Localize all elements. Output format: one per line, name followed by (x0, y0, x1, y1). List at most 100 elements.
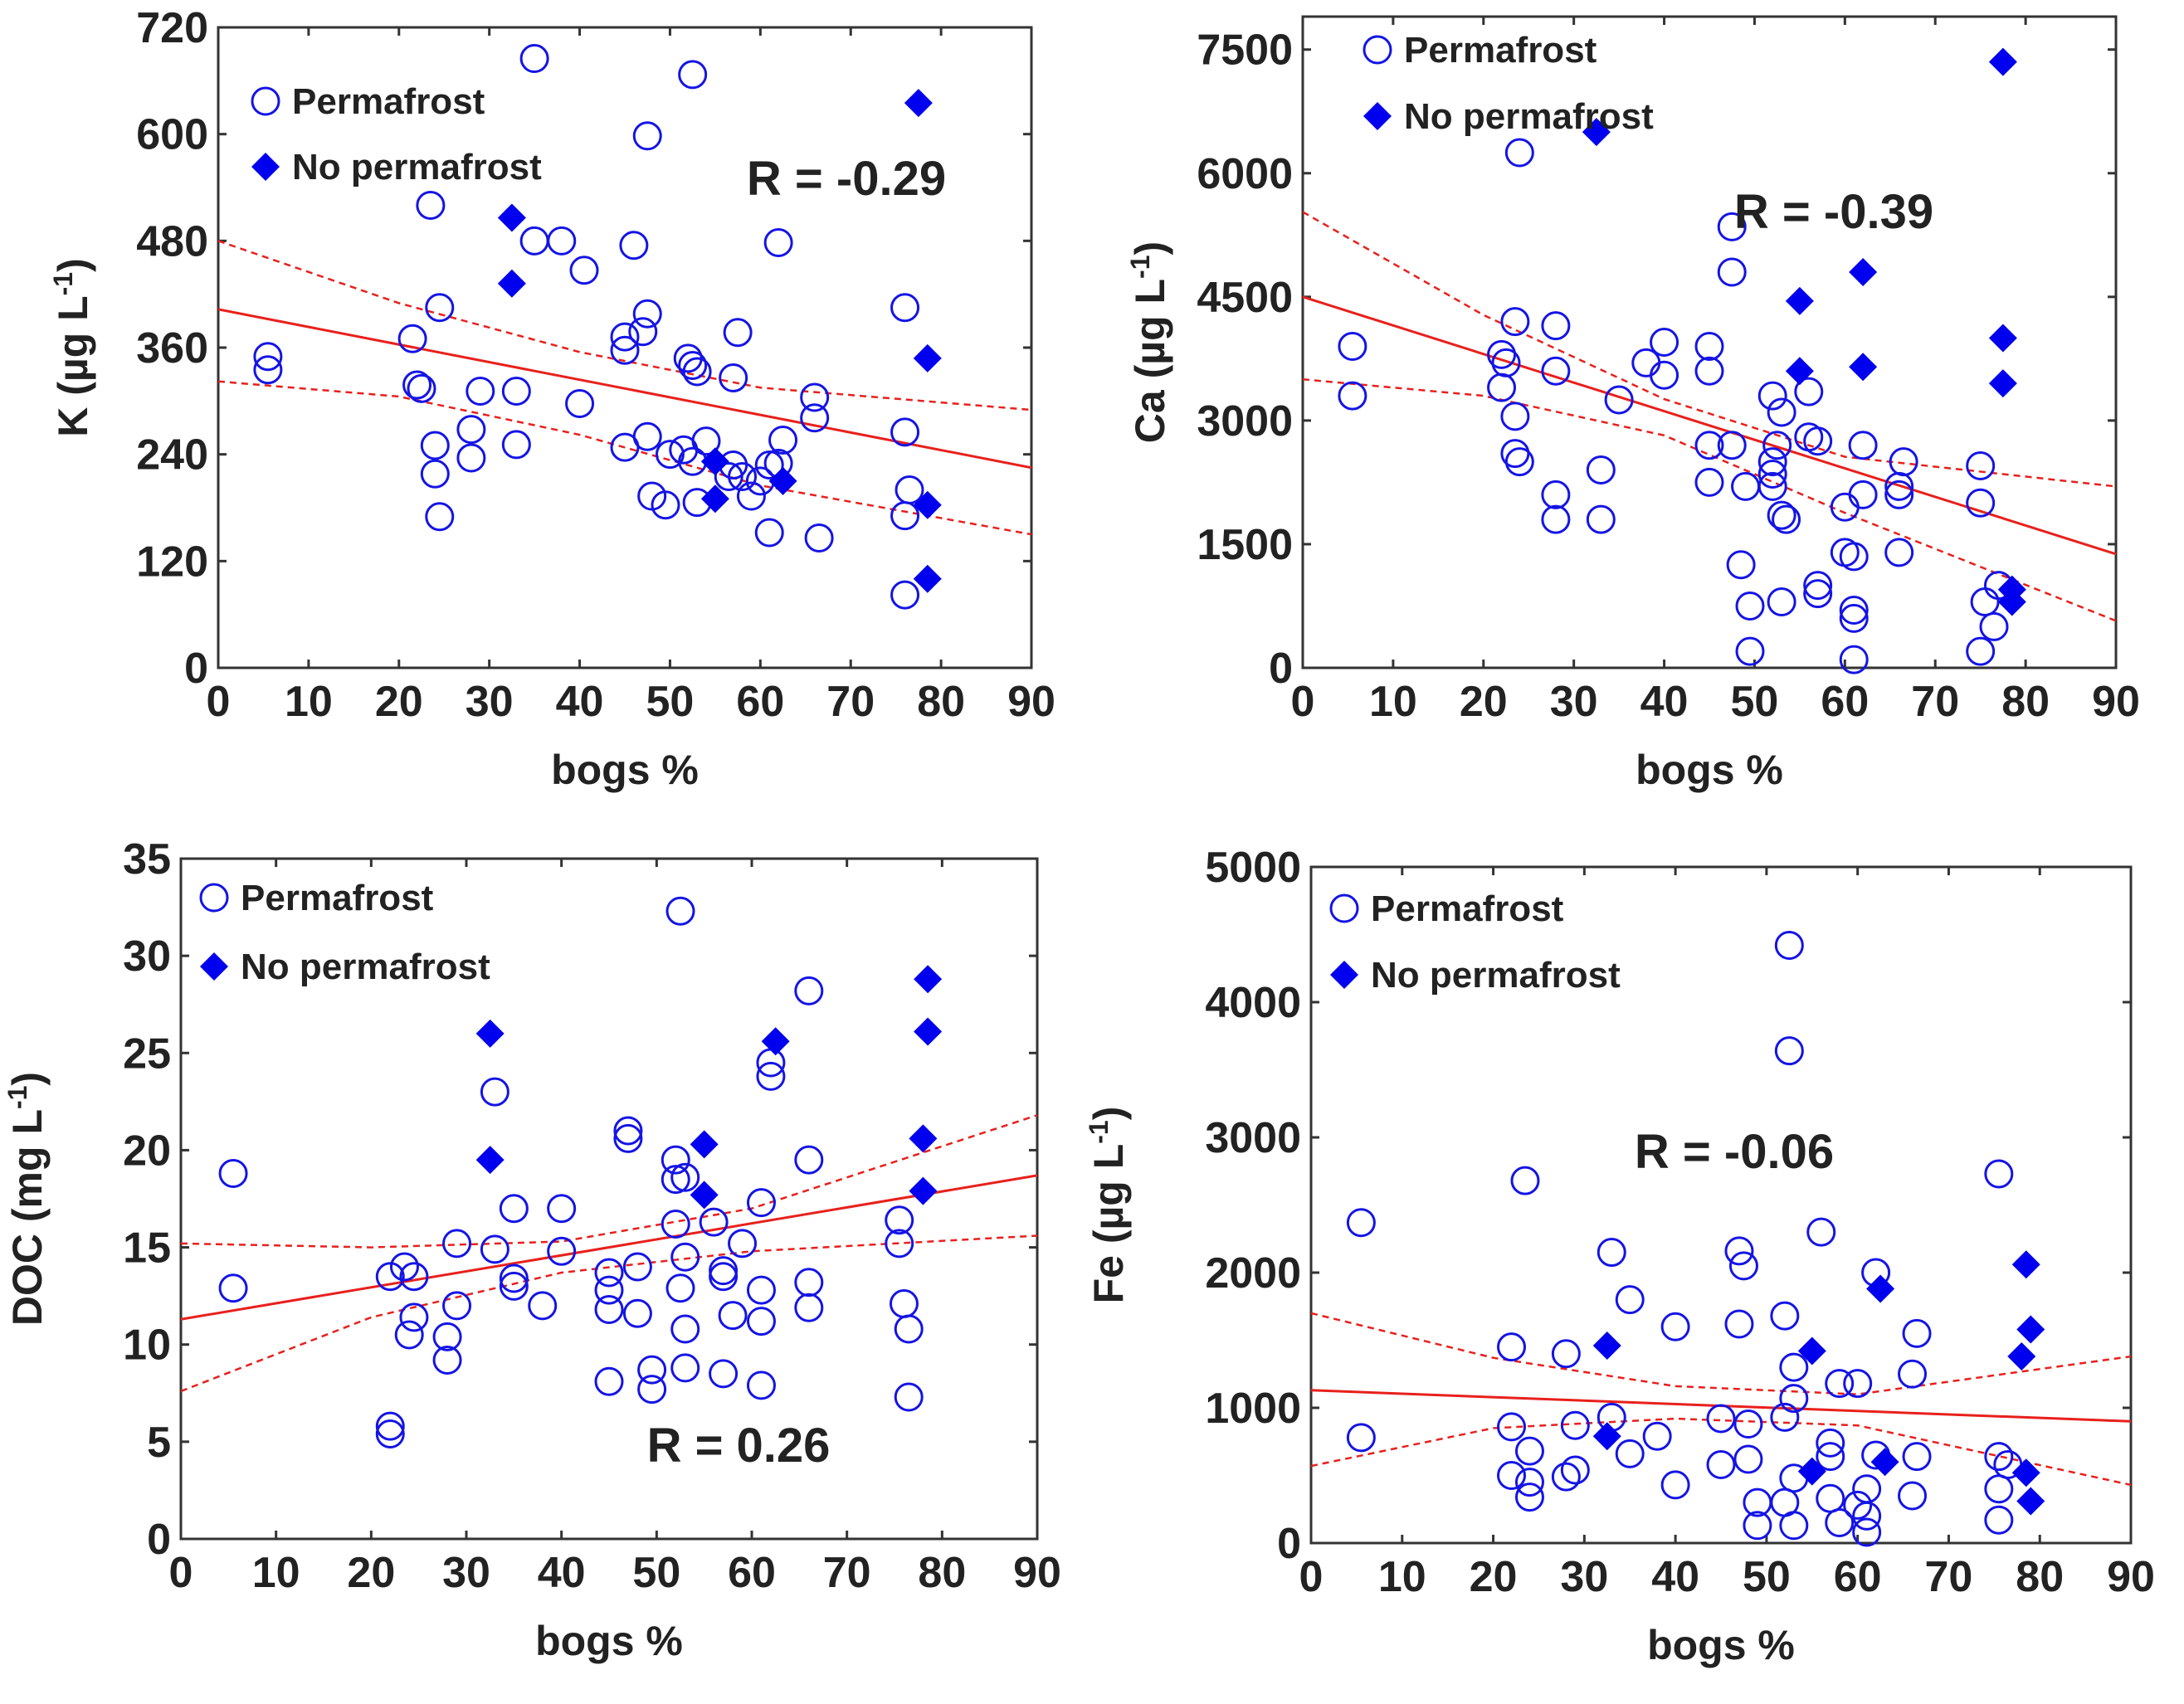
legend-label-permafrost: Permafrost (1404, 30, 1597, 71)
x-tick-label: 70 (1925, 1553, 1973, 1601)
legend-marker-no-permafrost (1330, 961, 1358, 989)
data-point-permafrost (678, 60, 708, 90)
y-tick-label: 4000 (1205, 979, 1301, 1027)
data-point-permafrost (1615, 1439, 1645, 1468)
data-point-no-permafrost (475, 1019, 505, 1048)
x-tick-label: 10 (252, 1549, 300, 1597)
data-point-permafrost (399, 1262, 429, 1292)
data-point-permafrost (800, 382, 830, 412)
data-point-permafrost (728, 461, 758, 491)
data-point-permafrost (794, 976, 824, 1005)
legend-marker-permafrost (199, 883, 229, 913)
y-tick-label: 0 (1277, 1520, 1301, 1568)
data-point-permafrost (1779, 1384, 1809, 1414)
data-point-permafrost (1794, 377, 1824, 407)
data-point-permafrost (1514, 1436, 1544, 1466)
data-point-permafrost (397, 324, 427, 353)
data-point-permafrost (594, 1295, 624, 1325)
data-point-no-permafrost (1988, 324, 2017, 353)
data-point-no-permafrost (2016, 1315, 2045, 1344)
data-point-permafrost (1604, 385, 1634, 415)
data-point-permafrost (425, 293, 455, 323)
regression-lines (1303, 211, 2116, 622)
data-point-permafrost (723, 318, 753, 348)
data-point-permafrost (1706, 1449, 1736, 1479)
data-point-no-permafrost (1870, 1448, 1899, 1477)
data-point-permafrost (1816, 1428, 1845, 1458)
data-point-permafrost (1772, 504, 1801, 534)
x-axis-label: bogs % (1647, 1622, 1795, 1668)
data-point-permafrost (665, 896, 695, 926)
data-point-permafrost (594, 1258, 624, 1288)
data-point-permafrost (736, 481, 766, 511)
data-point-permafrost (466, 377, 495, 407)
y-tick-label: 15 (123, 1224, 171, 1273)
x-tick-label: 50 (646, 678, 695, 726)
data-point-permafrost (565, 389, 595, 419)
data-point-permafrost (1706, 1404, 1736, 1434)
data-point-permafrost (1694, 331, 1724, 361)
data-point-permafrost (1884, 538, 1914, 567)
data-point-no-permafrost (1866, 1274, 1895, 1303)
data-point-permafrost (1843, 1369, 1873, 1399)
legend-marker-permafrost (1329, 893, 1359, 923)
legend-label-no-permafrost: No permafrost (1371, 955, 1621, 996)
data-point-permafrost (528, 1291, 558, 1321)
data-point-permafrost (1825, 1508, 1855, 1538)
data-point-permafrost (442, 1229, 472, 1259)
data-point-no-permafrost (2011, 1458, 2040, 1487)
data-point-permafrost (1597, 1238, 1626, 1268)
chart-panel-fe: 0 10 20 30 40 50 60 70 80 90 0 1000 2000 3000 4000 5000… (1084, 844, 2155, 1668)
legend: Permafrost No permafrost (199, 878, 490, 987)
data-point-permafrost (1500, 439, 1530, 469)
data-point-permafrost (1757, 381, 1787, 411)
data-point-permafrost (480, 1077, 509, 1107)
x-tick-label: 30 (1560, 1553, 1608, 1601)
data-point-permafrost (407, 373, 436, 403)
x-tick-label: 80 (918, 1549, 966, 1597)
data-point-permafrost (746, 1275, 776, 1305)
data-point-permafrost (1346, 1208, 1376, 1238)
legend-label-permafrost: Permafrost (1371, 889, 1564, 929)
data-point-permafrost (763, 227, 793, 257)
regression-lines (181, 1114, 1037, 1393)
data-point-permafrost (1694, 356, 1724, 386)
data-point-permafrost (1984, 1505, 2014, 1535)
data-point-permafrost (794, 1145, 824, 1175)
y-tick-label: 0 (1269, 645, 1293, 693)
data-point-permafrost (885, 1229, 914, 1259)
data-point-no-permafrost (1997, 587, 2026, 616)
data-point-permafrost (890, 417, 920, 447)
y-tick-label: 2000 (1205, 1249, 1301, 1297)
data-point-no-permafrost (1988, 369, 2017, 398)
x-tick-label: 10 (1369, 678, 1417, 726)
data-point-permafrost (885, 1205, 914, 1235)
x-tick-label: 80 (2001, 678, 2050, 726)
data-point-permafrost (637, 1375, 667, 1405)
data-point-no-permafrost (914, 1017, 943, 1046)
data-point-no-permafrost (1849, 258, 1878, 287)
data-point-permafrost (682, 357, 712, 387)
x-axis-label: bogs % (535, 1618, 683, 1664)
data-point-no-permafrost (700, 447, 729, 476)
data-point-no-permafrost (914, 965, 943, 994)
data-point-permafrost (1660, 1312, 1690, 1341)
data-point-permafrost (1767, 500, 1796, 530)
data-point-permafrost (610, 335, 640, 365)
y-tick-label: 720 (136, 4, 208, 52)
x-tick-label: 90 (2092, 678, 2140, 726)
data-point-permafrost (670, 1314, 700, 1344)
data-point-permafrost (1767, 587, 1796, 617)
y-tick-label: 20 (123, 1127, 171, 1175)
data-point-no-permafrost (1797, 1336, 1826, 1366)
x-tick-label: 0 (207, 678, 231, 726)
data-point-permafrost (1560, 1410, 1590, 1440)
data-point-no-permafrost (690, 1130, 719, 1159)
data-point-permafrost (402, 370, 432, 400)
data-point-permafrost (610, 322, 640, 352)
data-point-permafrost (794, 1293, 824, 1322)
data-point-no-permafrost (913, 343, 942, 372)
data-point-permafrost (1830, 492, 1860, 522)
data-point-permafrost (1560, 1455, 1590, 1485)
data-point-permafrost (1770, 1402, 1800, 1432)
